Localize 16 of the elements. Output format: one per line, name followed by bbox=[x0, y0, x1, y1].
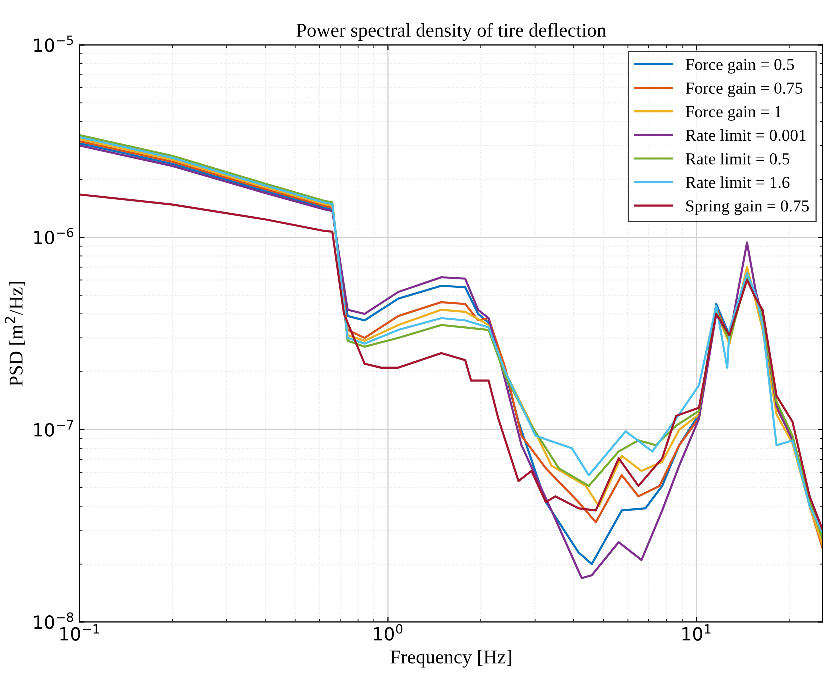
y-axis-title: PSD [m$^{2}$/Hz] bbox=[5, 282, 26, 386]
y-tick-label: 10$^{−5}$ bbox=[34, 36, 74, 52]
chart-title: Power spectral density of tire deflection bbox=[296, 23, 606, 42]
x-tick-label: 10$^{0}$ bbox=[374, 624, 403, 641]
legend-label: Force gain = 0.5 bbox=[686, 59, 794, 74]
x-tick-label: 10$^{1}$ bbox=[682, 624, 711, 641]
legend-label: Force gain = 1 bbox=[686, 106, 782, 122]
legend-label: Rate limit = 0.001 bbox=[686, 129, 806, 142]
legend-label: Rate limit = 0.5 bbox=[686, 153, 790, 165]
x-tick-label: 10$^{−1}$ bbox=[60, 624, 100, 641]
y-tick-label: 10$^{−7}$ bbox=[34, 420, 74, 437]
legend-label: Rate limit = 1.6 bbox=[686, 176, 790, 188]
legend-label: Force gain = 0.75 bbox=[686, 82, 803, 98]
legend-label: Spring gain = 0.75 bbox=[686, 200, 810, 216]
x-axis-title: Frequency [Hz] bbox=[390, 650, 512, 668]
y-tick-label: 10$^{−6}$ bbox=[34, 228, 74, 245]
